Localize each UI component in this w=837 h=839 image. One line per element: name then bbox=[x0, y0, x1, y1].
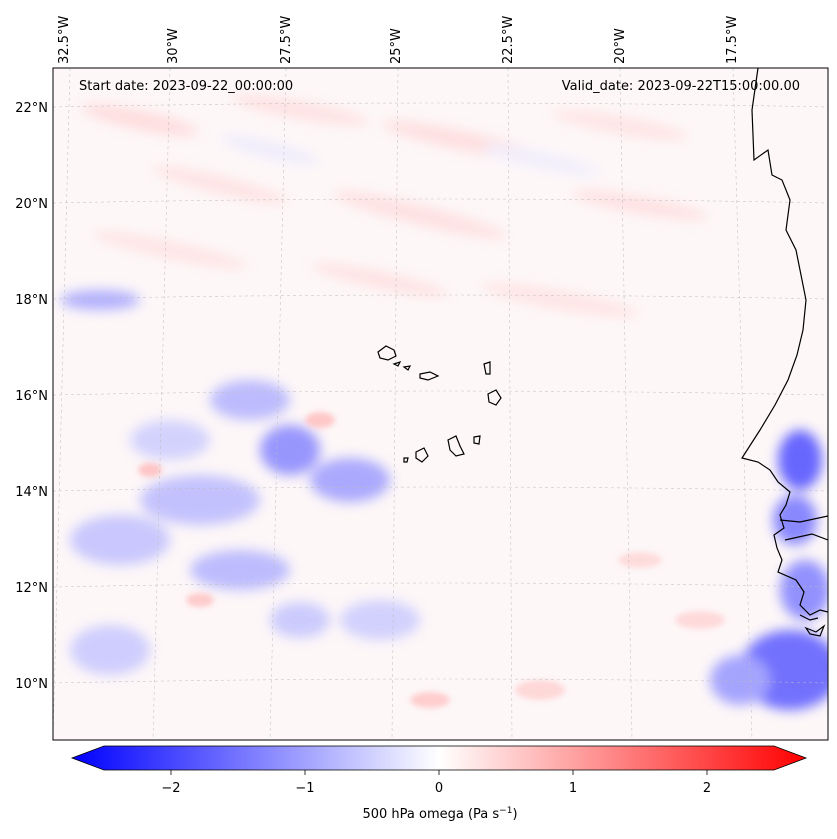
lon-label: 25°W bbox=[389, 28, 404, 64]
coastline-africa bbox=[741, 68, 828, 616]
omega-field bbox=[53, 68, 828, 740]
start-date: Start date: 2023-09-22_00:00:00 bbox=[79, 79, 293, 94]
colorbar-tick-label: −2 bbox=[161, 781, 180, 796]
colorbar-tick-label: 2 bbox=[703, 781, 711, 796]
lat-label: 10°N bbox=[15, 677, 48, 692]
map-frame bbox=[52, 67, 829, 741]
lon-label: 30°W bbox=[166, 28, 181, 64]
lon-label: 17.5°W bbox=[725, 16, 740, 64]
latitude-labels: 22°N 20°N 18°N 16°N 14°N 12°N 10°N bbox=[15, 101, 48, 692]
colorbar-tick-label: −1 bbox=[295, 781, 314, 796]
lat-label: 14°N bbox=[15, 485, 48, 500]
coastline-bissagos bbox=[799, 614, 826, 637]
lon-label: 20°W bbox=[613, 28, 628, 64]
lat-label: 12°N bbox=[15, 581, 48, 596]
colorbar: −2 −1 0 1 2 500 hPa omega (Pa s−1) bbox=[70, 745, 808, 822]
colorbar-tick-label: 1 bbox=[569, 781, 577, 796]
lon-label: 32.5°W bbox=[57, 16, 72, 64]
lat-label: 16°N bbox=[15, 389, 48, 404]
colorbar-ticks: −2 −1 0 1 2 bbox=[161, 770, 711, 796]
colorbar-tick-label: 0 bbox=[435, 781, 443, 796]
cape-verde-islands bbox=[377, 345, 502, 463]
lon-label: 27.5°W bbox=[279, 16, 294, 64]
colorbar-bar bbox=[70, 745, 808, 771]
lat-label: 22°N bbox=[15, 101, 48, 116]
map-panel: Start date: 2023-09-22_00:00:00 Valid_da… bbox=[52, 67, 829, 741]
longitude-labels: 32.5°W 30°W 27.5°W 25°W 22.5°W 20°W 17.5… bbox=[57, 16, 740, 64]
colorbar-label: 500 hPa omega (Pa s−1) bbox=[362, 806, 517, 822]
lat-label: 20°N bbox=[15, 197, 48, 212]
valid-date: Valid_date: 2023-09-22T15:00:00.00 bbox=[562, 79, 800, 94]
lat-label: 18°N bbox=[15, 293, 48, 308]
coastline-gambia bbox=[779, 515, 828, 541]
lon-label: 22.5°W bbox=[501, 16, 516, 64]
graticule bbox=[53, 68, 828, 740]
